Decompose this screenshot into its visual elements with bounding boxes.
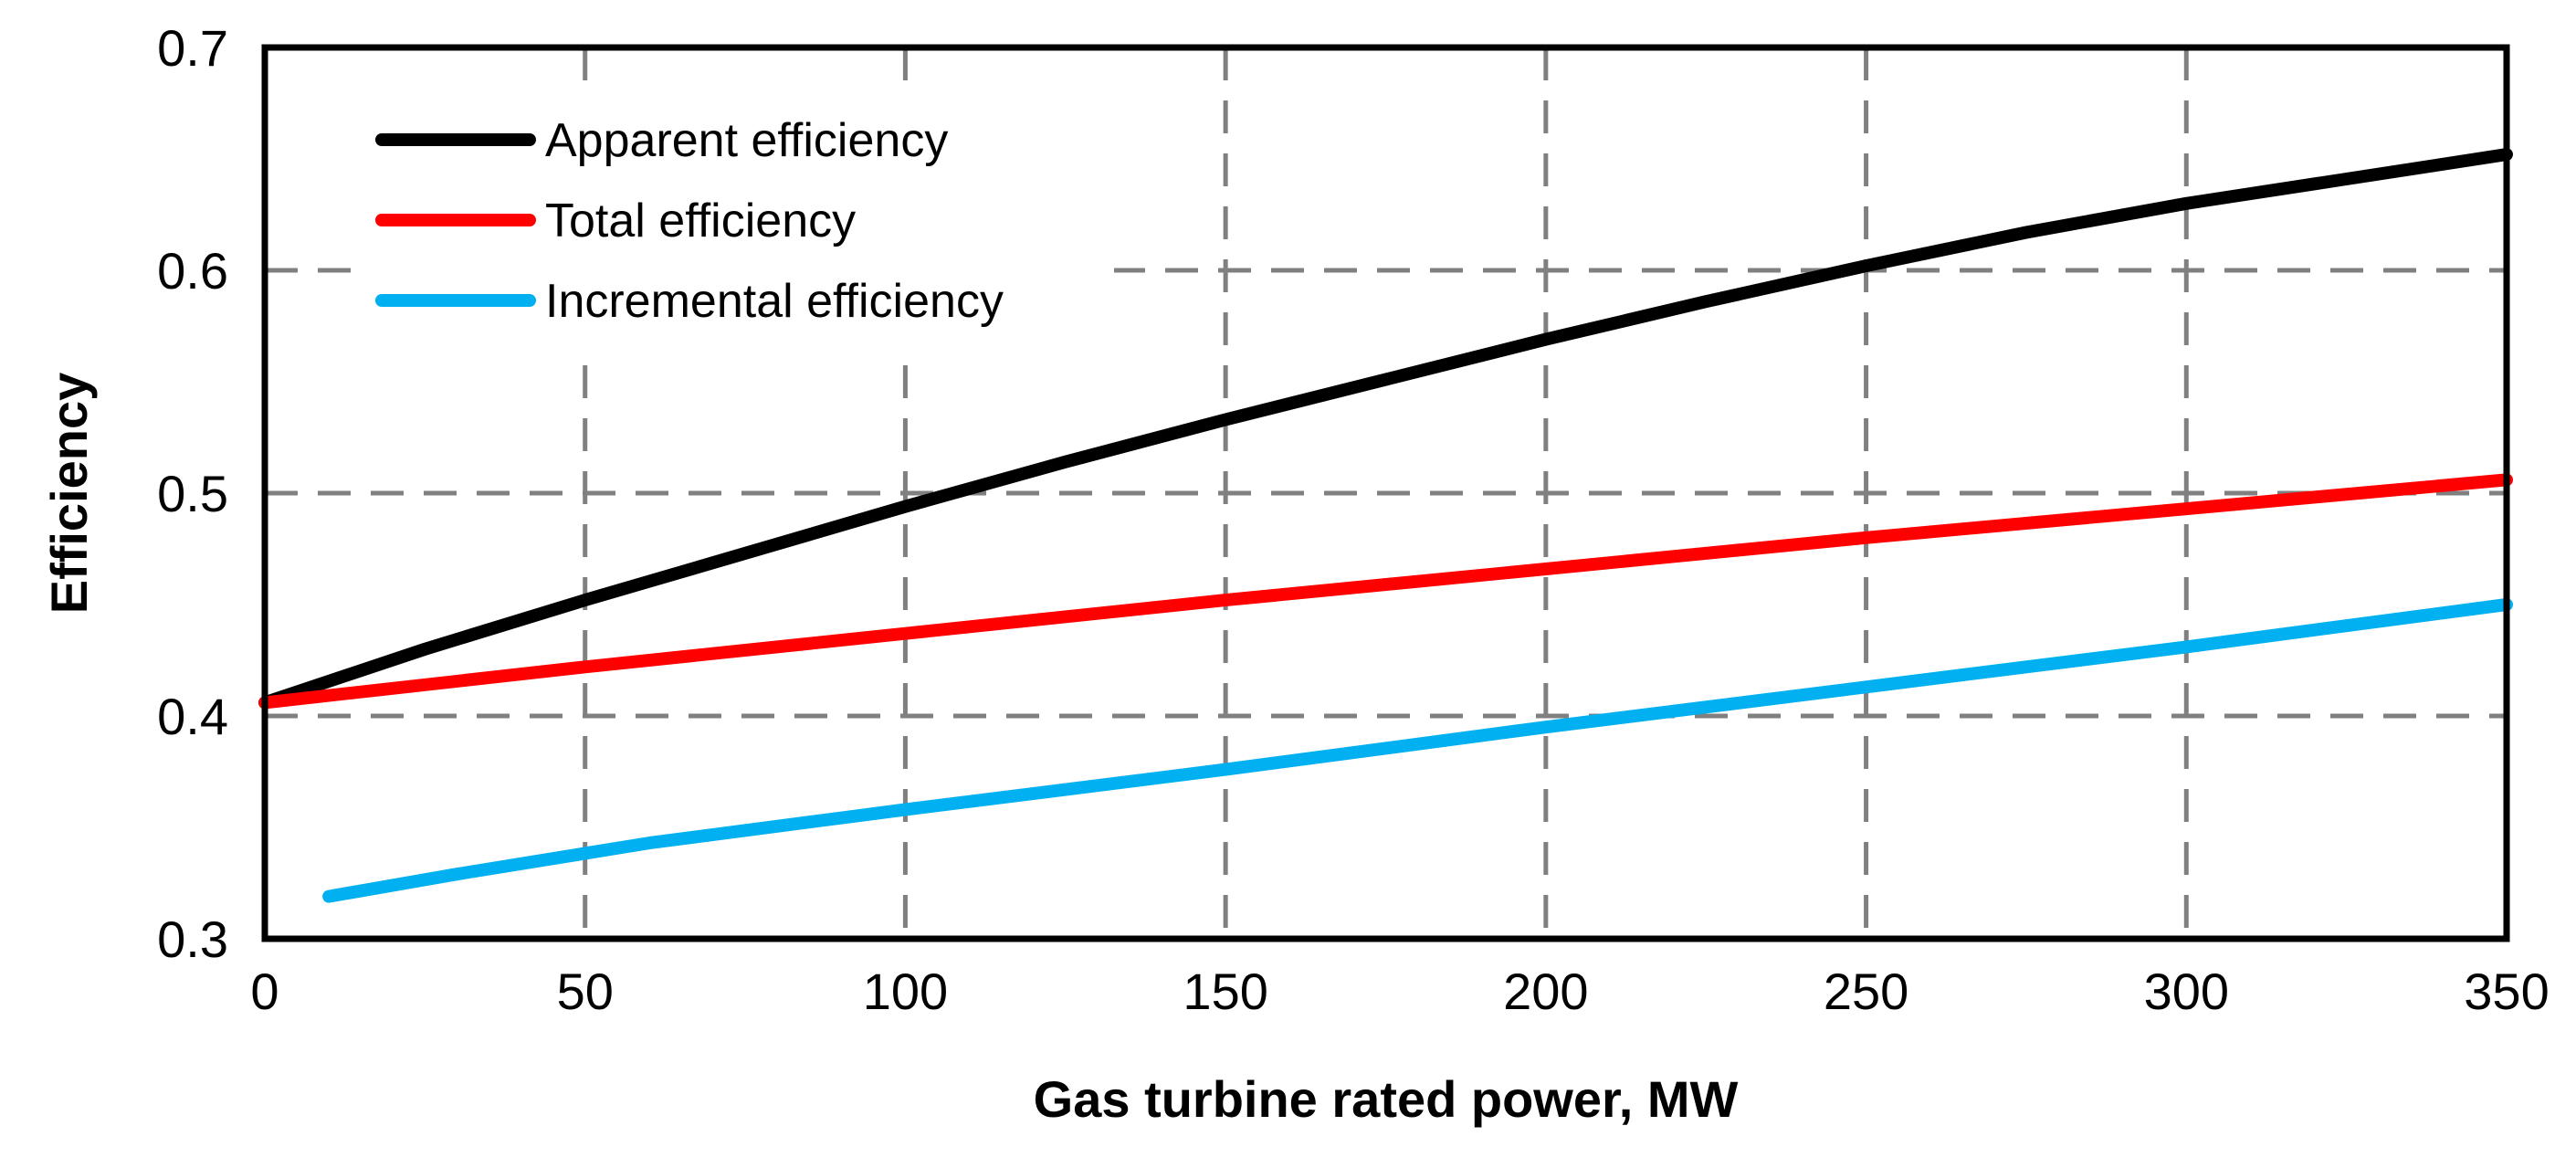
series-line-total-efficiency bbox=[258, 473, 2513, 710]
series-lines bbox=[258, 148, 2513, 903]
plot-frame bbox=[261, 44, 2510, 942]
x-tick-label: 250 bbox=[1824, 963, 1908, 1020]
legend-label: Incremental efficiency bbox=[545, 275, 1004, 328]
x-tick-label: 0 bbox=[250, 963, 279, 1020]
series-line-incremental-efficiency bbox=[322, 598, 2513, 903]
y-tick-label: 0.3 bbox=[157, 910, 228, 968]
x-tick-label: 300 bbox=[2144, 963, 2229, 1020]
y-tick-label: 0.5 bbox=[157, 465, 228, 522]
legend-label: Total efficiency bbox=[545, 195, 856, 247]
x-tick-label: 100 bbox=[863, 963, 948, 1020]
series-line-apparent-efficiency bbox=[258, 148, 2513, 710]
x-tick-label: 150 bbox=[1183, 963, 1267, 1020]
y-tick-label: 0.7 bbox=[157, 19, 228, 77]
y-tick-label: 0.6 bbox=[157, 242, 228, 300]
y-tick-label: 0.4 bbox=[157, 688, 228, 745]
x-tick-labels: 0 50 100 150 200 250 300 350 bbox=[250, 963, 2549, 1020]
x-tick-label: 200 bbox=[1503, 963, 1588, 1020]
x-tick-label: 50 bbox=[557, 963, 614, 1020]
y-axis-title: Efficiency bbox=[40, 373, 98, 615]
legend-label: Apparent efficiency bbox=[545, 114, 948, 167]
y-tick-labels: 0.3 0.4 0.5 0.6 0.7 bbox=[157, 19, 228, 968]
x-axis-title: Gas turbine rated power, MW bbox=[1034, 1070, 1739, 1128]
x-tick-label: 350 bbox=[2464, 963, 2549, 1020]
legend: Apparent efficiency Total efficiency Incre… bbox=[365, 100, 1114, 347]
